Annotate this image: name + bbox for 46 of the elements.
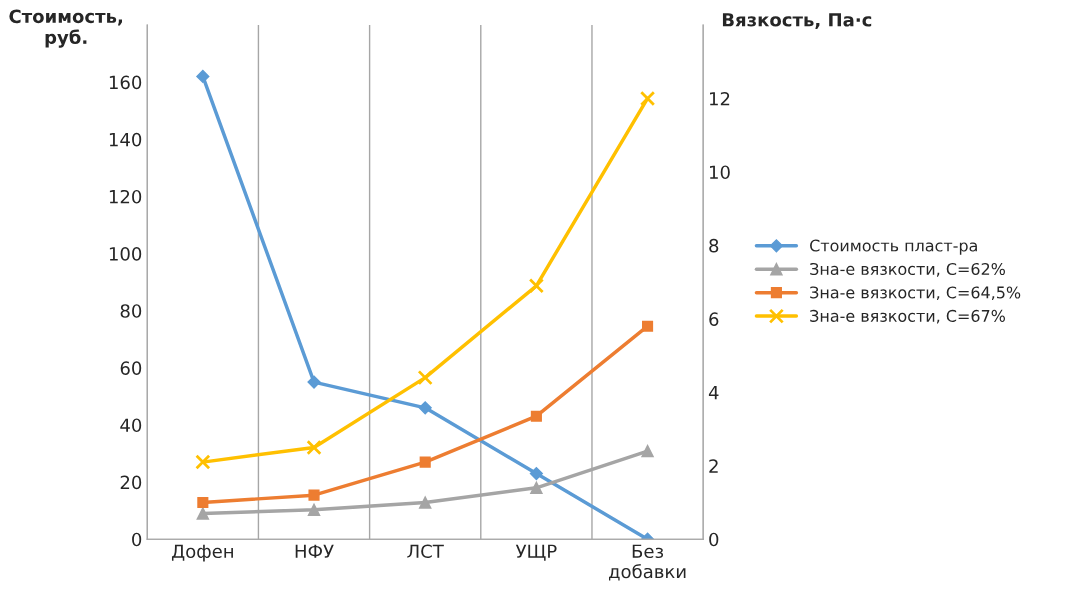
- point: [308, 489, 320, 501]
- x-tick-label: ЛСТ: [407, 544, 444, 559]
- point: [419, 456, 431, 468]
- y2-tick-label: 10: [710, 165, 730, 180]
- x-tick-label: Дофен: [171, 544, 233, 562]
- y-tick-label: 20: [120, 475, 142, 490]
- y2-axis-title: Вязкость, Па·с: [722, 13, 872, 29]
- legend-label: Зна-е вязкости, С=64,5%: [810, 286, 1021, 301]
- x-tick-label: УЩР: [515, 544, 557, 561]
- point: [639, 90, 656, 107]
- point: [417, 369, 433, 386]
- point: [529, 466, 543, 481]
- point: [195, 454, 211, 470]
- y-tick-label: 140: [109, 132, 142, 147]
- y-tick-label: 120: [109, 189, 142, 204]
- point: [530, 410, 542, 422]
- point: [418, 496, 432, 509]
- y2-tick-label: 12: [710, 91, 730, 106]
- point: [306, 439, 322, 456]
- point: [196, 507, 210, 520]
- legend-label: Зна-е вязкости, С=67%: [810, 309, 1005, 324]
- legend-label: Зна-е вязкости, С=62%: [810, 262, 1005, 277]
- x-tick-label: НФУ: [295, 544, 334, 558]
- y2-tick-label: 6: [709, 312, 719, 326]
- x-tick-label: Без добавки: [609, 544, 686, 581]
- y-tick-label: 0: [132, 532, 142, 547]
- point: [642, 320, 654, 332]
- point: [197, 496, 209, 509]
- y-tick-label: 40: [120, 418, 142, 433]
- y-tick-label: 80: [120, 304, 142, 318]
- point: [196, 69, 210, 84]
- point: [307, 375, 321, 389]
- legend-label: Стоимость пласт-ра: [810, 239, 977, 255]
- y-axis-title: Стоимость, руб.: [9, 9, 122, 48]
- y2-tick-label: 4: [708, 386, 719, 400]
- y2-tick-label: 8: [709, 238, 719, 253]
- point: [530, 481, 543, 495]
- y2-tick-label: 0: [709, 532, 719, 547]
- point: [528, 278, 545, 294]
- y-tick-label: 60: [120, 361, 142, 375]
- y-tick-label: 160: [109, 75, 142, 90]
- y2-tick-label: 2: [709, 459, 718, 473]
- point: [641, 444, 654, 458]
- point: [307, 503, 321, 517]
- point: [418, 401, 432, 415]
- y-tick-label: 100: [109, 247, 142, 261]
